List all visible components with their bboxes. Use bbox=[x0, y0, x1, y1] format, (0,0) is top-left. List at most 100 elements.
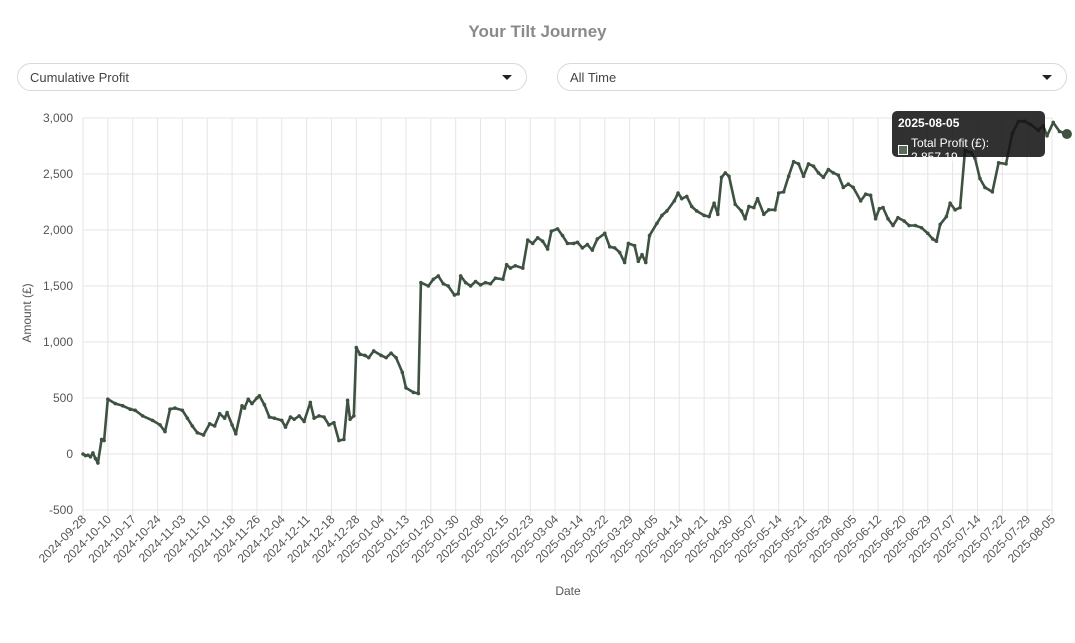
data-point bbox=[913, 223, 918, 228]
data-point bbox=[873, 217, 878, 221]
series-line bbox=[81, 120, 1069, 465]
data-point bbox=[752, 205, 756, 210]
data-point bbox=[836, 173, 841, 177]
data-point bbox=[886, 217, 890, 221]
data-point bbox=[379, 353, 383, 358]
data-point bbox=[739, 209, 744, 213]
data-point bbox=[925, 231, 930, 236]
data-point bbox=[195, 430, 200, 435]
data-point bbox=[267, 415, 272, 419]
data-point bbox=[150, 418, 155, 423]
series-layer bbox=[81, 119, 1072, 465]
data-point bbox=[384, 355, 388, 360]
data-point bbox=[288, 415, 293, 419]
data-point bbox=[348, 417, 352, 422]
data-point bbox=[234, 432, 238, 436]
y-axis-ticks: -500 0 500 1,000 1,500 2,000 2,500 3,000 bbox=[43, 111, 73, 517]
data-point bbox=[426, 284, 431, 288]
y-tick-label: 0 bbox=[66, 447, 73, 461]
data-point bbox=[702, 213, 706, 218]
data-point bbox=[520, 266, 525, 270]
data-point bbox=[283, 425, 288, 429]
data-point bbox=[948, 201, 952, 205]
data-point bbox=[907, 223, 911, 228]
data-point bbox=[504, 262, 509, 267]
data-point bbox=[441, 281, 446, 286]
data-point bbox=[88, 455, 93, 459]
data-point bbox=[463, 280, 468, 285]
highlighted-point bbox=[1061, 128, 1072, 139]
data-point bbox=[602, 231, 607, 236]
data-point bbox=[590, 248, 595, 252]
data-point bbox=[755, 196, 760, 201]
data-point bbox=[431, 277, 436, 282]
data-point bbox=[342, 437, 346, 442]
y-tick-label: 1,000 bbox=[43, 335, 73, 349]
data-point bbox=[712, 201, 716, 205]
range-select[interactable]: All Time bbox=[557, 63, 1067, 91]
data-point bbox=[468, 284, 473, 288]
data-point bbox=[317, 414, 321, 418]
data-point bbox=[707, 214, 711, 219]
data-point bbox=[478, 283, 483, 287]
data-point bbox=[93, 456, 98, 461]
data-point bbox=[113, 401, 118, 406]
data-point bbox=[366, 355, 371, 360]
data-point bbox=[292, 417, 296, 422]
data-point bbox=[930, 237, 935, 241]
data-point bbox=[727, 174, 731, 179]
chevron-down-icon bbox=[1042, 74, 1052, 80]
data-point bbox=[806, 162, 811, 166]
data-point bbox=[217, 411, 222, 416]
data-point bbox=[571, 241, 576, 246]
data-point bbox=[545, 247, 550, 251]
data-point bbox=[473, 279, 478, 284]
data-point bbox=[801, 174, 806, 179]
data-point bbox=[672, 199, 677, 203]
data-point bbox=[272, 416, 277, 420]
data-point bbox=[676, 191, 680, 195]
range-select-value: All Time bbox=[570, 69, 617, 85]
x-axis-ticks: 2024-09-282024-10-102024-10-172024-10-24… bbox=[36, 512, 1059, 566]
data-point bbox=[230, 423, 234, 427]
data-point bbox=[944, 214, 949, 219]
data-point bbox=[456, 292, 460, 296]
data-point bbox=[958, 205, 962, 210]
data-point bbox=[354, 345, 359, 350]
data-point bbox=[636, 259, 641, 264]
data-point bbox=[851, 185, 856, 190]
y-tick-label: -500 bbox=[49, 503, 73, 517]
data-point bbox=[394, 355, 398, 360]
data-point bbox=[1045, 134, 1049, 138]
data-point bbox=[891, 223, 895, 228]
data-point bbox=[622, 260, 627, 265]
y-axis-label: Amount (£) bbox=[20, 283, 34, 342]
metric-select[interactable]: Cumulative Profit bbox=[17, 63, 527, 91]
data-point bbox=[488, 281, 493, 286]
data-point bbox=[446, 284, 451, 288]
data-point bbox=[665, 209, 669, 213]
data-point bbox=[902, 219, 906, 223]
data-point bbox=[766, 208, 771, 212]
data-point bbox=[96, 461, 100, 465]
data-point bbox=[416, 391, 421, 396]
data-point bbox=[400, 370, 405, 375]
data-point bbox=[404, 386, 408, 390]
data-point bbox=[723, 171, 728, 175]
data-point bbox=[938, 222, 942, 227]
data-point bbox=[168, 407, 172, 412]
data-point bbox=[297, 414, 301, 418]
chevron-down-icon bbox=[502, 74, 512, 80]
data-point bbox=[1004, 162, 1008, 166]
data-point bbox=[877, 206, 882, 211]
data-point bbox=[419, 280, 423, 285]
data-point bbox=[632, 243, 637, 248]
data-point bbox=[436, 274, 441, 278]
data-point bbox=[493, 276, 498, 280]
data-point bbox=[345, 398, 350, 403]
data-point bbox=[250, 401, 254, 406]
data-point bbox=[508, 266, 513, 270]
data-point bbox=[1057, 129, 1062, 134]
y-tick-label: 1,500 bbox=[43, 279, 73, 293]
data-point bbox=[255, 396, 259, 400]
